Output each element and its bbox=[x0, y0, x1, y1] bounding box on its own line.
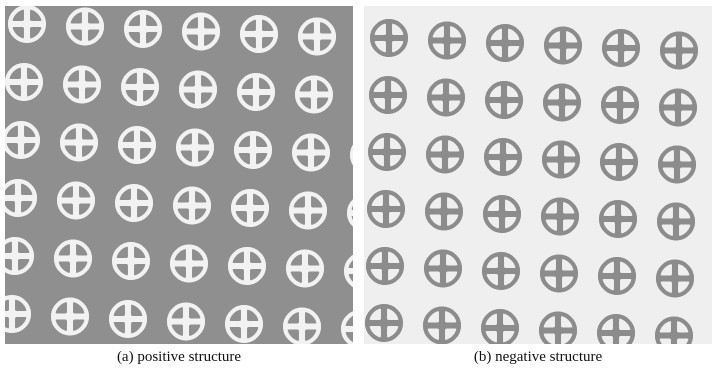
cross-circle-element bbox=[111, 241, 150, 280]
cross-circle-element bbox=[425, 192, 463, 231]
positive-structure-pattern bbox=[5, 6, 353, 344]
cross-circle-element bbox=[347, 198, 353, 228]
cross-circle-element bbox=[294, 75, 333, 114]
cross-circle-element bbox=[543, 26, 582, 65]
cross-circle-element bbox=[120, 67, 159, 106]
cross-circle-element bbox=[542, 83, 581, 122]
cross-circle-element bbox=[598, 199, 637, 238]
cross-circle-element bbox=[114, 183, 153, 222]
cross-circle-element bbox=[57, 181, 95, 220]
negative-structure-pattern bbox=[364, 6, 712, 344]
cross-circle-element bbox=[539, 254, 578, 293]
cross-circle-element bbox=[236, 72, 275, 111]
cross-circle-element bbox=[230, 188, 269, 227]
cross-circle-element bbox=[485, 24, 524, 62]
positive-structure-micrograph bbox=[5, 6, 353, 344]
cross-circle-element bbox=[224, 304, 263, 343]
cross-circle-element bbox=[600, 85, 639, 124]
cross-circle-element bbox=[54, 239, 92, 278]
cross-circle-element bbox=[655, 316, 693, 344]
cross-circle-element bbox=[283, 307, 321, 344]
cross-circle-element bbox=[482, 194, 521, 233]
cross-circle-element bbox=[51, 297, 89, 336]
cross-circle-element bbox=[657, 145, 696, 184]
cross-circle-element bbox=[541, 140, 580, 179]
cross-circle-element bbox=[5, 179, 37, 217]
cross-circle-element bbox=[5, 63, 43, 101]
negative-structure-micrograph bbox=[364, 6, 712, 344]
cross-circle-element bbox=[5, 237, 34, 275]
cross-circle-element bbox=[227, 246, 266, 285]
cross-circle-element bbox=[239, 15, 278, 53]
cross-circle-element bbox=[424, 249, 462, 288]
cross-circle-element bbox=[656, 202, 695, 241]
panel-background bbox=[364, 6, 712, 344]
cross-circle-element bbox=[5, 295, 31, 333]
cross-circle-element bbox=[350, 144, 353, 166]
cross-circle-element bbox=[423, 306, 461, 344]
cross-circle-element bbox=[166, 302, 205, 341]
cross-circle-element bbox=[427, 21, 466, 60]
cross-circle-element bbox=[365, 303, 403, 342]
caption-negative-structure: (b) negative structure bbox=[473, 349, 603, 365]
cross-circle-element bbox=[597, 256, 636, 295]
cross-circle-element bbox=[481, 309, 519, 344]
cross-circle-element bbox=[540, 197, 579, 236]
cross-circle-element bbox=[659, 31, 698, 70]
cross-circle-element bbox=[484, 80, 523, 119]
cross-circle-element bbox=[483, 137, 522, 176]
cross-circle-element bbox=[597, 314, 635, 344]
cross-circle-element bbox=[341, 311, 353, 344]
cross-circle-element bbox=[658, 88, 697, 127]
cross-circle-element bbox=[291, 133, 330, 172]
cross-circle-element bbox=[288, 191, 327, 230]
cross-circle-element bbox=[297, 17, 336, 56]
panel-background bbox=[5, 6, 353, 344]
cross-circle-element bbox=[369, 75, 407, 114]
cross-circle-element bbox=[123, 10, 162, 48]
cross-circle-element bbox=[599, 142, 638, 181]
cross-circle-element bbox=[5, 121, 40, 159]
cross-circle-element bbox=[655, 259, 694, 298]
cross-circle-element bbox=[8, 6, 46, 43]
cross-circle-element bbox=[368, 132, 406, 171]
cross-circle-element bbox=[108, 299, 147, 338]
cross-circle-element bbox=[117, 125, 156, 164]
cross-circle-element bbox=[233, 130, 272, 169]
cross-circle-element bbox=[370, 19, 408, 57]
cross-circle-element bbox=[181, 12, 220, 51]
cross-circle-element bbox=[344, 254, 353, 288]
cross-circle-element bbox=[601, 29, 640, 67]
cross-circle-element bbox=[60, 123, 98, 162]
cross-circle-element bbox=[481, 251, 520, 290]
cross-circle-element bbox=[178, 70, 217, 109]
cross-circle-element bbox=[539, 311, 577, 344]
cross-circle-element bbox=[285, 249, 324, 288]
cross-circle-element bbox=[66, 7, 104, 46]
cross-circle-element bbox=[172, 186, 211, 225]
cross-circle-element bbox=[367, 189, 405, 228]
caption-positive-structure: (a) positive structure bbox=[116, 349, 242, 365]
cross-circle-element bbox=[175, 128, 214, 167]
cross-circle-element bbox=[366, 246, 404, 285]
cross-circle-element bbox=[63, 65, 101, 104]
cross-circle-element bbox=[426, 78, 465, 117]
cross-circle-element bbox=[169, 244, 208, 283]
cross-circle-element bbox=[425, 135, 464, 174]
